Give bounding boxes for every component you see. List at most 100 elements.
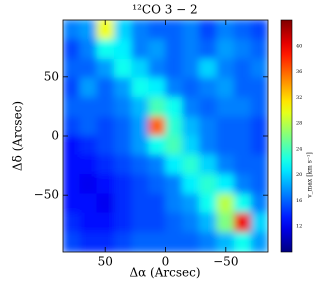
heat-cell — [250, 232, 268, 252]
colorbar-tick-label: 32 — [296, 95, 302, 101]
heat-cell — [233, 154, 252, 175]
heat-cell — [96, 154, 115, 175]
heat-cell — [250, 97, 268, 118]
heat-cell — [131, 116, 149, 137]
heat-cell — [233, 174, 252, 195]
heat-cell — [131, 58, 149, 79]
heat-cell — [148, 116, 166, 137]
heat-cell — [165, 154, 183, 175]
heat-cell — [182, 58, 200, 79]
heat-cell — [63, 212, 81, 233]
heat-cell — [216, 174, 235, 195]
heat-cell — [250, 174, 268, 195]
heat-cell — [148, 77, 166, 98]
heat-cell — [233, 97, 252, 118]
heat-cell — [198, 135, 218, 156]
x-tick-label: −50 — [213, 255, 238, 269]
heat-cell — [113, 232, 133, 252]
heat-cell — [182, 135, 200, 156]
heat-cell — [79, 135, 98, 156]
heat-cell — [113, 20, 133, 40]
heat-cell — [63, 193, 81, 214]
heat-cell — [131, 135, 149, 156]
colorbar-tick-label: 12 — [296, 224, 302, 230]
heat-cell — [148, 58, 166, 79]
y-tick-label: 50 — [44, 69, 59, 83]
heat-cell — [79, 39, 98, 60]
colorbar-tick-label: 36 — [296, 69, 302, 75]
heat-cell — [233, 39, 252, 60]
heat-cell — [216, 20, 235, 40]
heat-cell — [250, 20, 268, 40]
y-tick-label: −50 — [34, 188, 59, 202]
heat-cell — [131, 174, 149, 195]
heat-cell — [233, 135, 252, 156]
heat-cell — [182, 154, 200, 175]
heat-cell — [96, 135, 115, 156]
heat-cell — [63, 116, 81, 137]
heat-cell — [96, 39, 115, 60]
heat-cell — [96, 58, 115, 79]
heat-cell — [96, 97, 115, 118]
heat-cell — [198, 116, 218, 137]
heat-cell — [113, 154, 133, 175]
heat-cell — [148, 193, 166, 214]
heat-cell — [233, 232, 252, 252]
heat-cell — [250, 212, 268, 233]
heat-cell — [198, 174, 218, 195]
heat-cell — [198, 154, 218, 175]
heat-cell — [165, 174, 183, 195]
heat-cell — [131, 232, 149, 252]
heat-cell — [63, 97, 81, 118]
heat-cell — [79, 77, 98, 98]
heat-cell — [96, 20, 115, 40]
x-tick-label: 0 — [162, 255, 170, 269]
heat-cell — [165, 116, 183, 137]
heat-cell — [63, 154, 81, 175]
heat-cell — [96, 193, 115, 214]
heat-cell — [63, 232, 81, 252]
heat-cell — [113, 135, 133, 156]
y-axis-label: Δδ (Arcsec) — [11, 101, 25, 171]
heat-cell — [113, 77, 133, 98]
heat-cell — [96, 77, 115, 98]
heat-cell — [165, 135, 183, 156]
heat-cell — [165, 193, 183, 214]
colorbar-label: v_max [km s⁻¹] — [307, 152, 314, 199]
heat-cell — [216, 39, 235, 60]
colorbar-tick-label: 28 — [296, 121, 302, 127]
x-axis-label: Δα (Arcsec) — [129, 266, 200, 280]
heat-cell — [233, 20, 252, 40]
heat-cell — [216, 135, 235, 156]
heat-cell — [63, 135, 81, 156]
heat-cell — [148, 135, 166, 156]
heat-cell — [113, 174, 133, 195]
heat-cell — [182, 39, 200, 60]
heat-cell — [113, 39, 133, 60]
x-tick-label: 50 — [98, 255, 113, 269]
heat-cell — [131, 39, 149, 60]
heat-cell — [131, 77, 149, 98]
heat-cell — [198, 39, 218, 60]
chart-title: ¹²CO 3 − 2 — [132, 3, 197, 17]
heat-cell — [216, 97, 235, 118]
heat-cell — [113, 116, 133, 137]
heat-cell — [79, 174, 98, 195]
heat-cell — [165, 97, 183, 118]
heat-cell — [198, 77, 218, 98]
heat-cell — [79, 193, 98, 214]
heat-cell — [250, 39, 268, 60]
heat-cell — [198, 193, 218, 214]
heat-cell — [148, 212, 166, 233]
heat-cell — [198, 97, 218, 118]
plot-frame — [62, 19, 269, 253]
heat-cell — [216, 77, 235, 98]
heat-cell — [233, 212, 252, 233]
heat-cell — [113, 97, 133, 118]
heat-cell — [233, 77, 252, 98]
heat-cell — [250, 193, 268, 214]
heat-cell — [216, 232, 235, 252]
heat-cell — [113, 58, 133, 79]
heat-cell — [182, 212, 200, 233]
heat-cell — [63, 174, 81, 195]
